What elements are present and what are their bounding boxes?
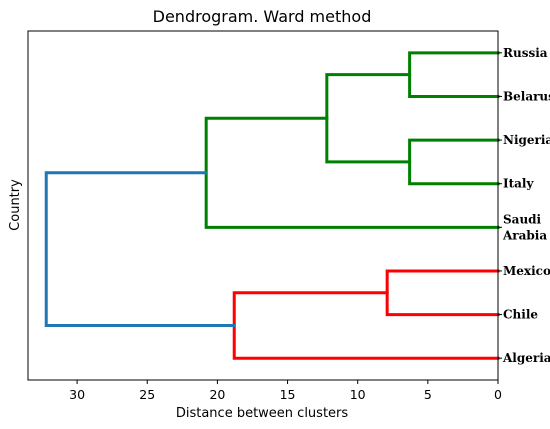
dendrogram-link-m7 (44, 171, 236, 327)
leaf-labels: Russia Belarus Nigeria Italy Saudi Arabia Mexi… (498, 46, 550, 365)
x-tick-label: 10 (350, 387, 366, 402)
x-tick-label: 20 (209, 387, 225, 402)
leaf-label: Italy (503, 177, 534, 191)
leaf-label: Saudi Arabia (502, 212, 547, 242)
dendrogram-links (44, 51, 500, 360)
x-tick-label: 5 (424, 387, 432, 402)
dendrogram-link-m2 (408, 138, 500, 186)
leaf-label: Nigeria (503, 133, 550, 147)
leaf-label: Chile (503, 308, 538, 322)
dendrogram-link-m6 (232, 291, 500, 360)
x-tick-label: 25 (139, 387, 155, 402)
plot-frame (27, 30, 499, 381)
chart-title: Dendrogram. Ward method (153, 7, 372, 26)
x-axis-ticks: 30 25 20 15 10 5 0 (69, 380, 502, 402)
y-axis-label: Country (8, 179, 23, 231)
x-tick-label: 30 (69, 387, 85, 402)
dendrogram-link-m1 (408, 51, 500, 98)
x-tick-label: 15 (280, 387, 296, 402)
leaf-label: Russia (503, 46, 548, 60)
dendrogram-link-m5 (385, 269, 500, 317)
dendrogram-link-m3 (325, 73, 412, 164)
leaf-label: Algeria (502, 351, 550, 365)
x-axis-label: Distance between clusters (176, 406, 349, 421)
x-tick-label: 0 (494, 387, 502, 402)
dendrogram-link-m4 (204, 116, 500, 229)
leaf-label: Belarus (503, 89, 550, 103)
leaf-label: Mexico (503, 264, 550, 278)
